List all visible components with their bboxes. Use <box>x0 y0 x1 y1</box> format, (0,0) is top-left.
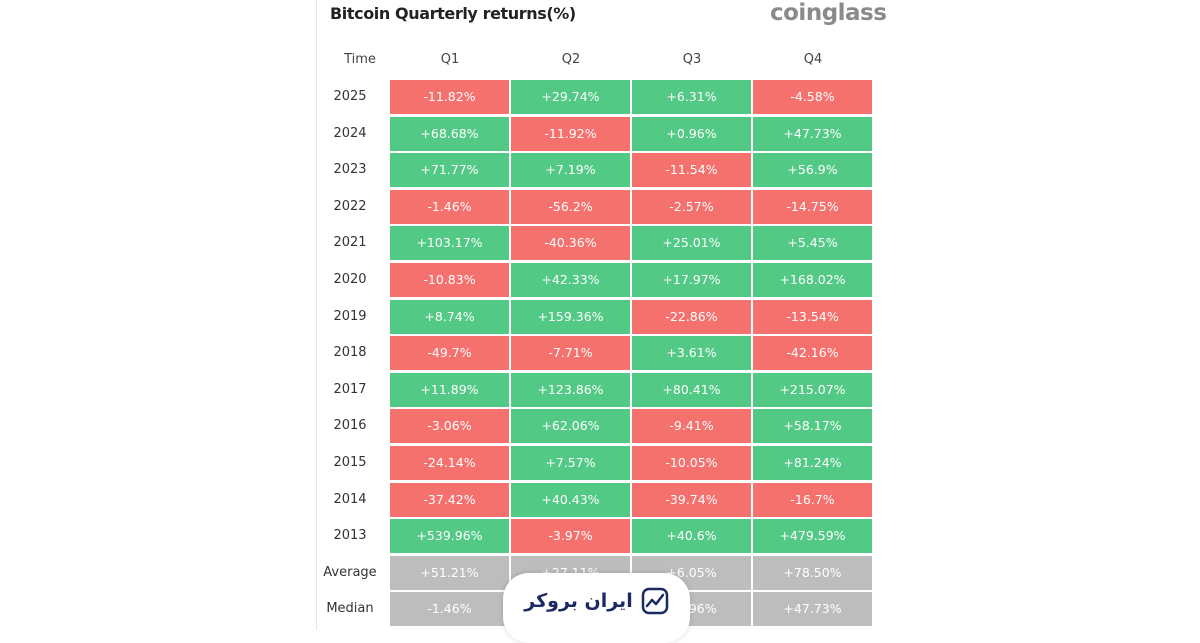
row-label: 2018 <box>333 345 367 361</box>
return-cell: +539.96% <box>390 519 509 554</box>
return-cell: -22.86% <box>632 299 751 334</box>
return-cell: +58.17% <box>753 409 872 444</box>
row-label: 2022 <box>333 198 367 214</box>
column-header: Q4 <box>803 52 823 67</box>
return-cell: +11.89% <box>390 372 509 407</box>
return-cell: +123.86% <box>511 372 630 407</box>
return-cell: -16.7% <box>753 482 872 517</box>
return-cell: -11.82% <box>390 80 509 114</box>
return-cell: +25.01% <box>632 226 751 261</box>
return-cell: +80.41% <box>632 372 751 407</box>
return-cell: -1.46% <box>390 592 509 627</box>
return-cell: -14.75% <box>753 189 872 224</box>
return-cell: +3.61% <box>632 336 751 371</box>
return-cell: +81.24% <box>753 446 872 480</box>
return-cell: -2.57% <box>632 189 751 224</box>
return-cell: +17.97% <box>632 263 751 297</box>
row-label: Average <box>323 564 377 580</box>
column-header: Time <box>344 52 376 67</box>
return-cell: +42.33% <box>511 263 630 297</box>
return-cell: -3.97% <box>511 519 630 554</box>
return-cell: +51.21% <box>390 555 509 590</box>
return-cell: +40.43% <box>511 482 630 517</box>
return-cell: -13.54% <box>753 299 872 334</box>
row-label: 2014 <box>333 491 367 507</box>
return-cell: +159.36% <box>511 299 630 334</box>
return-cell: +47.73% <box>753 592 872 627</box>
return-cell: -4.58% <box>753 80 872 114</box>
return-cell: -9.41% <box>632 409 751 444</box>
row-label: 2024 <box>333 125 367 141</box>
return-cell: -49.7% <box>390 336 509 371</box>
return-cell: +40.6% <box>632 519 751 554</box>
row-label: 2015 <box>333 455 367 470</box>
return-cell: -11.54% <box>632 153 751 188</box>
return-cell: +68.68% <box>390 116 509 151</box>
return-cell: -24.14% <box>390 446 509 480</box>
return-cell: -11.92% <box>511 116 630 151</box>
return-cell: -1.46% <box>390 189 509 224</box>
row-label: 2017 <box>333 381 367 397</box>
row-label: Median <box>326 601 374 617</box>
return-cell: +56.9% <box>753 153 872 188</box>
column-header: Q1 <box>440 52 460 67</box>
column-header: Q3 <box>682 52 702 67</box>
return-cell: -42.16% <box>753 336 872 371</box>
return-cell: +103.17% <box>390 226 509 261</box>
return-cell: -10.83% <box>390 263 509 297</box>
watermark-text: ایران بروکر <box>524 590 633 612</box>
return-cell: +29.74% <box>511 80 630 114</box>
return-cell: +6.31% <box>632 80 751 114</box>
row-label: 2021 <box>333 235 367 251</box>
logo: coinglass <box>770 0 887 26</box>
return-cell: -3.06% <box>390 409 509 444</box>
return-cell: -7.71% <box>511 336 630 371</box>
return-cell: +215.07% <box>753 372 872 407</box>
title: Bitcoin Quarterly returns(%) <box>330 4 576 23</box>
row-label: 2016 <box>333 418 367 434</box>
return-cell: +62.06% <box>511 409 630 444</box>
watermark-badge: ایران بروکر <box>503 573 690 643</box>
page: Bitcoin Quarterly returns(%) coinglass T… <box>316 0 887 630</box>
row-label: 2013 <box>333 528 367 544</box>
return-cell: +78.50% <box>753 555 872 590</box>
return-cell: +71.77% <box>390 153 509 188</box>
row-label: 2020 <box>333 272 367 287</box>
return-cell: +47.73% <box>753 116 872 151</box>
return-cell: +479.59% <box>753 519 872 554</box>
return-cell: +7.19% <box>511 153 630 188</box>
column-header: Q2 <box>561 52 581 67</box>
panel-border <box>316 0 317 630</box>
return-cell: +0.96% <box>632 116 751 151</box>
row-label: 2025 <box>333 89 367 104</box>
row-label: 2019 <box>333 308 367 324</box>
return-cell: +8.74% <box>390 299 509 334</box>
return-cell: +7.57% <box>511 446 630 480</box>
return-cell: -40.36% <box>511 226 630 261</box>
return-cell: -56.2% <box>511 189 630 224</box>
row-label: 2023 <box>333 162 367 178</box>
return-cell: +5.45% <box>753 226 872 261</box>
return-cell: -37.42% <box>390 482 509 517</box>
return-cell: -39.74% <box>632 482 751 517</box>
watermark-icon <box>641 587 668 615</box>
return-cell: -10.05% <box>632 446 751 480</box>
return-cell: +168.02% <box>753 263 872 297</box>
